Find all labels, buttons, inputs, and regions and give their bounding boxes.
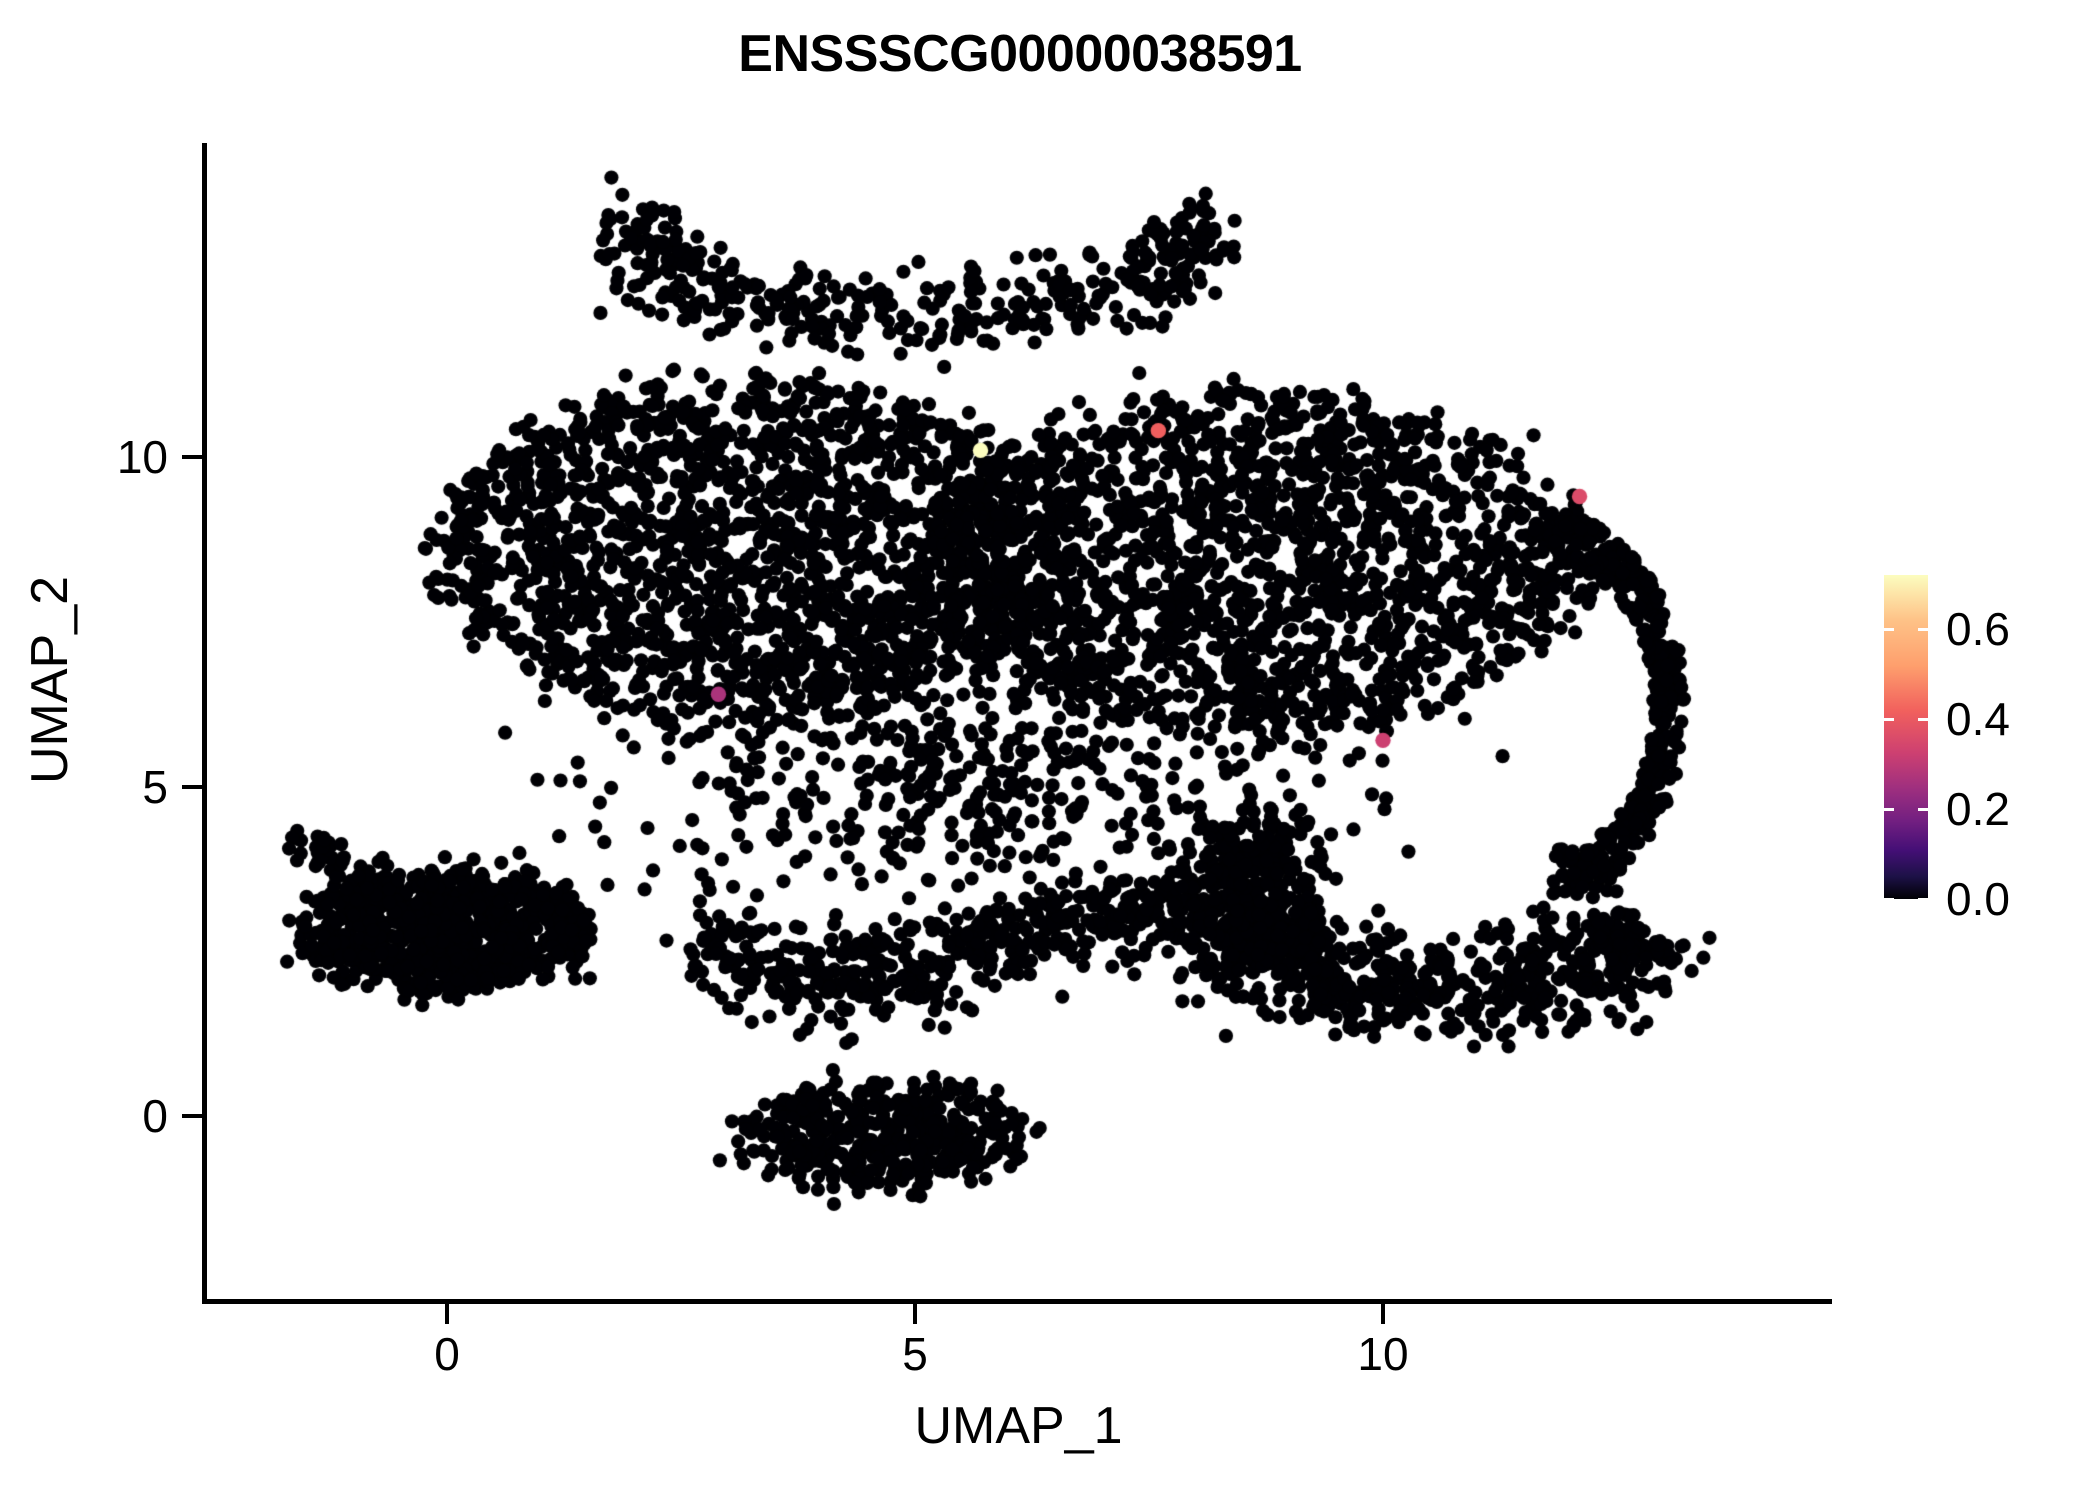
x-tick-label: 0: [434, 1328, 460, 1380]
x-axis-line: [202, 1299, 1832, 1304]
y-tick-mark: [182, 784, 202, 789]
colorbar-tick-label: 0.6: [1946, 603, 2010, 655]
x-tick-label: 10: [1357, 1328, 1409, 1380]
y-tick-label: 5: [142, 760, 168, 813]
x-tick-mark: [1381, 1304, 1385, 1324]
colorbar-gradient: [1884, 575, 1928, 899]
x-tick-mark: [445, 1304, 449, 1324]
y-tick-label: 10: [116, 431, 168, 483]
scatter-layer: [205, 143, 1832, 1301]
page-title: ENSSSCG00000038591: [738, 25, 1302, 83]
colorbar-tick-label: 0.4: [1946, 693, 2010, 745]
colorbar-tick-label: 0.2: [1946, 783, 2010, 835]
x-axis-label: UMAP_1: [914, 1397, 1123, 1455]
x-tick-label: 5: [902, 1328, 928, 1380]
colorbar-tick-mark: [1884, 807, 1928, 811]
x-tick-mark: [913, 1304, 917, 1324]
colorbar-tick-label: 0.0: [1946, 873, 2010, 925]
y-tick-mark: [182, 1114, 202, 1118]
colorbar-tick-mark: [1884, 897, 1928, 901]
colorbar-tick-mark: [1884, 627, 1928, 631]
y-axis-label: UMAP_2: [21, 575, 79, 785]
scatter-canvas: [205, 143, 1832, 1301]
y-tick-mark: [182, 455, 202, 459]
y-tick-label: 0: [142, 1090, 168, 1142]
colorbar-tick-mark: [1884, 717, 1928, 721]
y-axis-line: [202, 143, 207, 1304]
